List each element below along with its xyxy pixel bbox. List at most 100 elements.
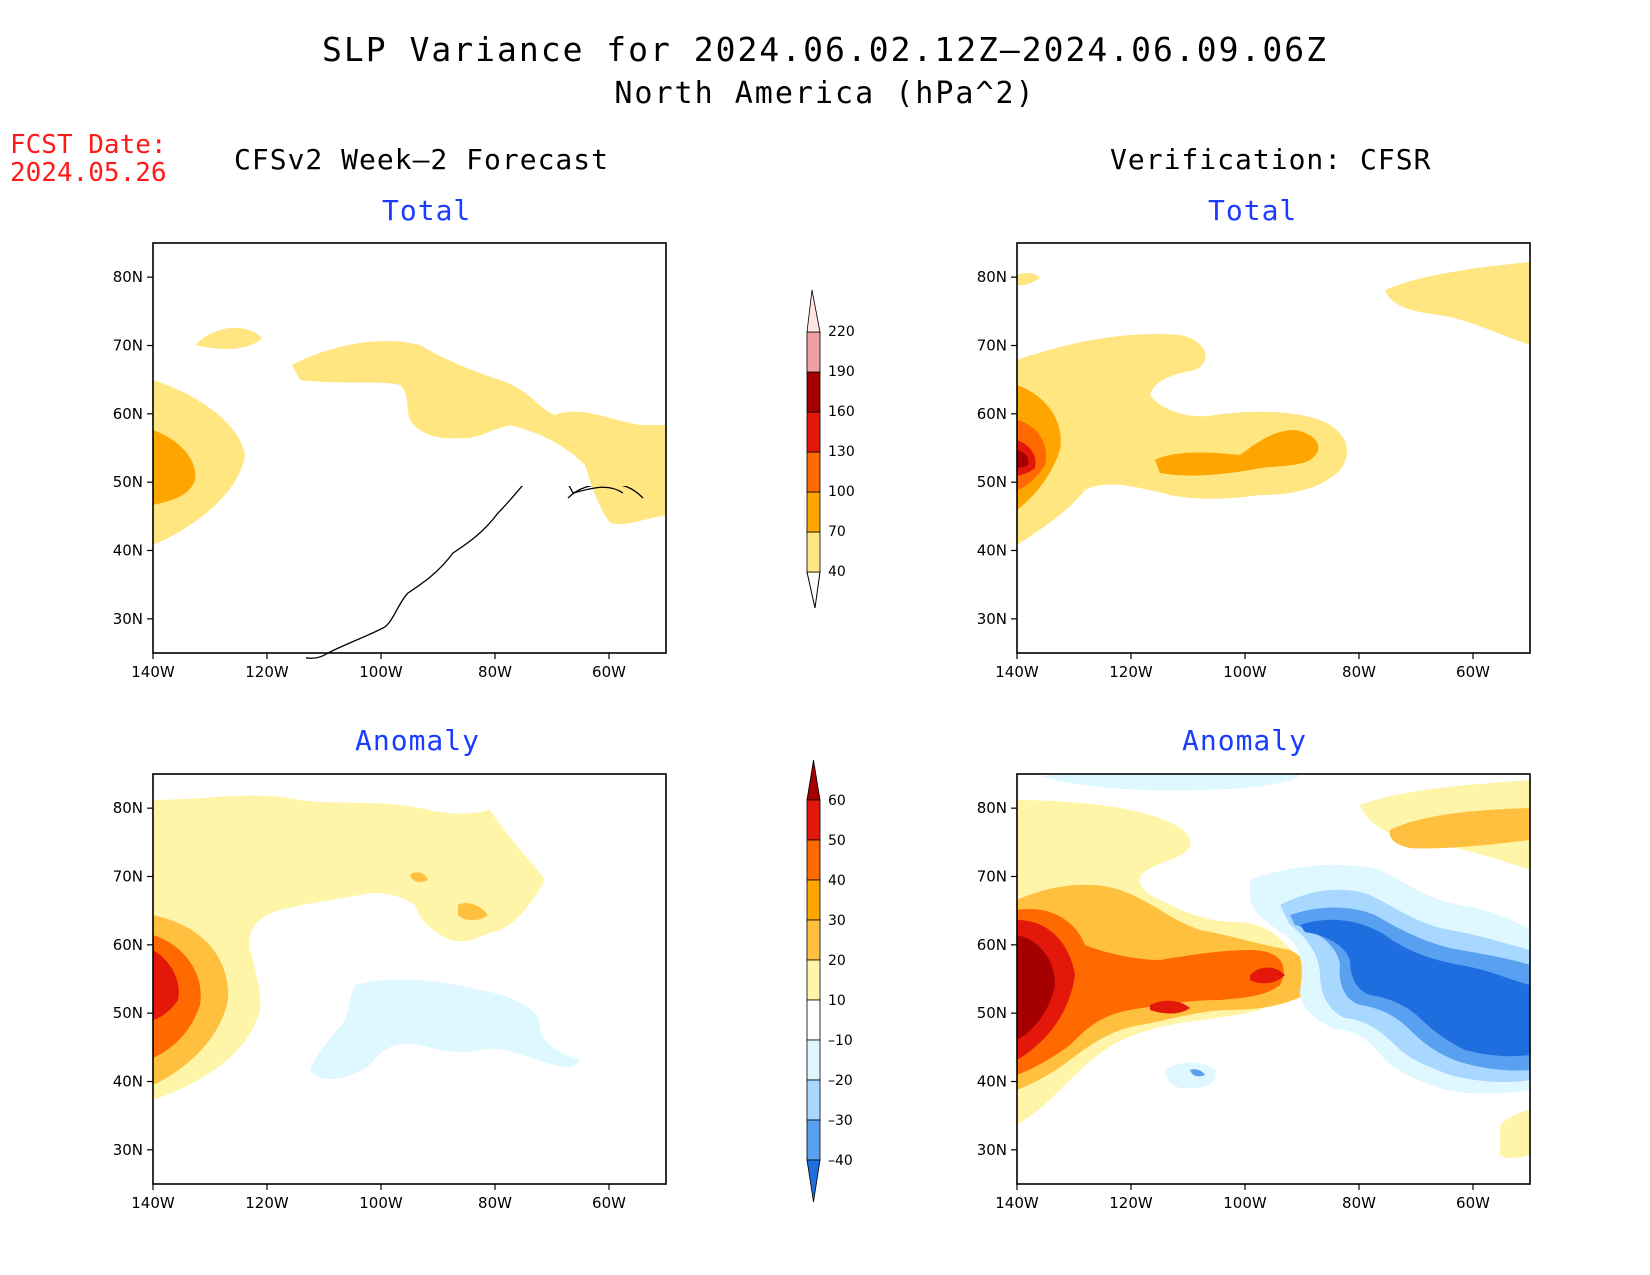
colorbar-anomaly-swatch [806, 1039, 821, 1081]
colorbar-anomaly: 60 50 40 30 20 10 –10 –20 –30 –40 [806, 759, 853, 1203]
panel-title-forecast-total: Total [382, 194, 472, 227]
colorbar-anomaly-label: –40 [828, 1153, 853, 1169]
colorbar-anomaly-label: –10 [828, 1033, 853, 1049]
panel-title-verification-total: Total [1208, 194, 1298, 227]
colorbar-total-label: 130 [828, 444, 855, 460]
lon-tick-label: 120W [245, 1194, 289, 1212]
axes-forecast-anomaly: 30N 40N 50N 60N 70N 80N 140W 120W 100W 80W 60W [113, 799, 626, 1212]
lon-tick-label: 60W [592, 663, 626, 681]
page-title: SLP Variance for 2024.06.02.12Z–2024.06.… [322, 30, 1328, 69]
panel-title-forecast-anomaly: Anomaly [355, 724, 481, 757]
lon-tick-label: 120W [1109, 663, 1153, 681]
colorbar-total-swatch [806, 451, 821, 493]
lat-tick-label: 40N [977, 1073, 1007, 1091]
lat-tick-label: 80N [977, 268, 1007, 286]
lat-tick-label: 70N [977, 337, 1007, 355]
right-column-heading: Verification: CFSR [1110, 143, 1432, 176]
lon-tick-label: 140W [995, 1194, 1039, 1212]
colorbar-anomaly-swatch [806, 799, 821, 841]
colorbar-anomaly-swatch [806, 839, 821, 881]
colorbar-total-swatch-top [806, 289, 821, 333]
lon-tick-label: 80W [1342, 1194, 1376, 1212]
colorbar-anomaly-swatch [806, 1079, 821, 1121]
map-verification-anomaly [1016, 773, 1531, 1185]
colorbar-total-label: 220 [828, 324, 855, 340]
lat-tick-label: 60N [113, 405, 143, 423]
lon-tick-label: 80W [478, 1194, 512, 1212]
colorbar-total-swatch [806, 491, 821, 533]
colorbar-total-label: 100 [828, 484, 855, 500]
lat-tick-label: 60N [977, 936, 1007, 954]
colorbar-anomaly-label: 30 [828, 913, 846, 929]
lat-tick-label: 40N [113, 1073, 143, 1091]
colorbar-anomaly-swatch [806, 1119, 821, 1161]
lon-tick-label: 60W [592, 1194, 626, 1212]
forecast-date-label: FCST Date: [10, 130, 167, 160]
map-forecast-anomaly [152, 773, 667, 1185]
panel-title-verification-anomaly: Anomaly [1182, 724, 1308, 757]
lon-tick-label: 100W [359, 663, 403, 681]
colorbar-anomaly-label: 40 [828, 873, 846, 889]
colorbar-anomaly-label: –30 [828, 1113, 853, 1129]
lat-tick-label: 70N [977, 868, 1007, 886]
axes-verification-anomaly: 30N 40N 50N 60N 70N 80N 140W 120W 100W 80W 60W [977, 799, 1490, 1212]
lon-tick-label: 60W [1456, 1194, 1490, 1212]
colorbar-anomaly-label: 20 [828, 953, 846, 969]
page-subtitle: North America (hPa^2) [614, 76, 1036, 111]
lat-tick-label: 30N [113, 1141, 143, 1159]
colorbar-total-label: 70 [828, 524, 846, 540]
lat-tick-label: 70N [113, 337, 143, 355]
lon-tick-label: 100W [359, 1194, 403, 1212]
colorbar-total-swatch [806, 371, 821, 413]
lat-tick-label: 50N [113, 1004, 143, 1022]
colorbar-anomaly-swatch [806, 999, 821, 1041]
lat-tick-label: 80N [977, 799, 1007, 817]
colorbar-anomaly-label: –20 [828, 1073, 853, 1089]
lat-tick-label: 50N [977, 473, 1007, 491]
axes-forecast-total: 30N 40N 50N 60N 70N 80N 140W 120W 100W 80W 60W [113, 268, 626, 681]
lat-tick-label: 30N [113, 610, 143, 628]
colorbar-total-swatch [806, 411, 821, 453]
lat-tick-label: 50N [977, 1004, 1007, 1022]
lat-tick-label: 60N [977, 405, 1007, 423]
forecast-date-value: 2024.05.26 [10, 158, 167, 188]
axes-verification-total: 30N 40N 50N 60N 70N 80N 140W 120W 100W 80W 60W [977, 268, 1490, 681]
lat-tick-label: 70N [113, 868, 143, 886]
lon-tick-label: 140W [131, 663, 175, 681]
colorbar-total-swatch [806, 331, 821, 373]
lat-tick-label: 30N [977, 610, 1007, 628]
lat-tick-label: 60N [113, 936, 143, 954]
colorbar-anomaly-swatch [806, 1159, 821, 1203]
colorbar-anomaly-swatch [806, 759, 821, 801]
colorbar-total-label: 190 [828, 364, 855, 380]
map-verification-total [1016, 242, 1531, 654]
left-column-heading: CFSv2 Week–2 Forecast [234, 143, 610, 176]
colorbar-anomaly-label: 50 [828, 833, 846, 849]
lon-tick-label: 80W [478, 663, 512, 681]
lon-tick-label: 140W [131, 1194, 175, 1212]
lat-tick-label: 80N [113, 268, 143, 286]
colorbar-anomaly-swatch [806, 919, 821, 961]
lon-tick-label: 120W [245, 663, 289, 681]
map-forecast-total [152, 242, 667, 659]
colorbar-anomaly-label: 60 [828, 793, 846, 809]
lon-tick-label: 100W [1223, 1194, 1267, 1212]
colorbar-total-label: 40 [828, 564, 846, 580]
colorbar-total-swatch [806, 531, 821, 573]
lat-tick-label: 40N [113, 542, 143, 560]
lon-tick-label: 100W [1223, 663, 1267, 681]
lon-tick-label: 60W [1456, 663, 1490, 681]
lon-tick-label: 80W [1342, 663, 1376, 681]
colorbar-total-label: 160 [828, 404, 855, 420]
lat-tick-label: 40N [977, 542, 1007, 560]
lat-tick-label: 30N [977, 1141, 1007, 1159]
lat-tick-label: 50N [113, 473, 143, 491]
colorbar-anomaly-swatch [806, 879, 821, 921]
lon-tick-label: 120W [1109, 1194, 1153, 1212]
colorbar-anomaly-label: 10 [828, 993, 846, 1009]
colorbar-anomaly-swatch [806, 959, 821, 1001]
lat-tick-label: 80N [113, 799, 143, 817]
lon-tick-label: 140W [995, 663, 1039, 681]
colorbar-total: 40 70 100 130 160 190 220 [806, 289, 855, 609]
